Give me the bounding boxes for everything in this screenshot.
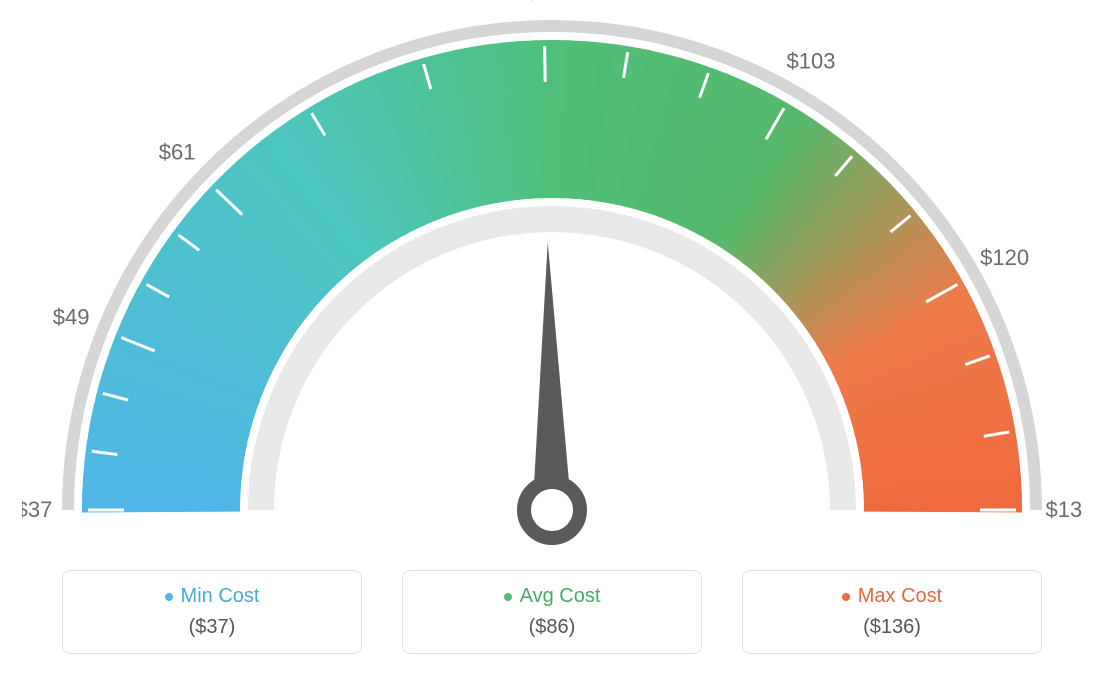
tick-label: $37 xyxy=(22,497,52,522)
legend-label: Min Cost xyxy=(181,585,260,608)
legend-value: ($37) xyxy=(83,616,341,639)
needle-hub xyxy=(524,482,580,538)
legend-card-avg: Avg Cost ($86) xyxy=(402,570,702,654)
legend-title-max: Max Cost xyxy=(842,585,942,608)
legend-dot-icon xyxy=(165,593,173,601)
tick-label: $49 xyxy=(53,304,90,329)
tick-label: $136 xyxy=(1046,497,1082,522)
gauge-chart: $37 $49 $61 $86 $103 $120 $136 xyxy=(0,0,1104,560)
tick-label: $120 xyxy=(980,245,1029,270)
legend-value: ($86) xyxy=(423,616,681,639)
legend-dot-icon xyxy=(842,593,850,601)
legend-row: Min Cost ($37) Avg Cost ($86) Max Cost ($136) xyxy=(0,570,1104,654)
tick-label: $103 xyxy=(787,48,836,73)
legend-title-min: Min Cost xyxy=(165,585,260,608)
legend-card-min: Min Cost ($37) xyxy=(62,570,362,654)
gauge-svg: $37 $49 $61 $86 $103 $120 $136 xyxy=(22,0,1082,560)
needle xyxy=(532,242,571,514)
legend-value: ($136) xyxy=(763,616,1021,639)
tick-label: $86 xyxy=(525,0,562,4)
legend-label: Avg Cost xyxy=(520,585,601,608)
legend-dot-icon xyxy=(504,593,512,601)
legend-label: Max Cost xyxy=(858,585,942,608)
legend-card-max: Max Cost ($136) xyxy=(742,570,1042,654)
tick-label: $61 xyxy=(159,140,196,165)
legend-title-avg: Avg Cost xyxy=(504,585,601,608)
